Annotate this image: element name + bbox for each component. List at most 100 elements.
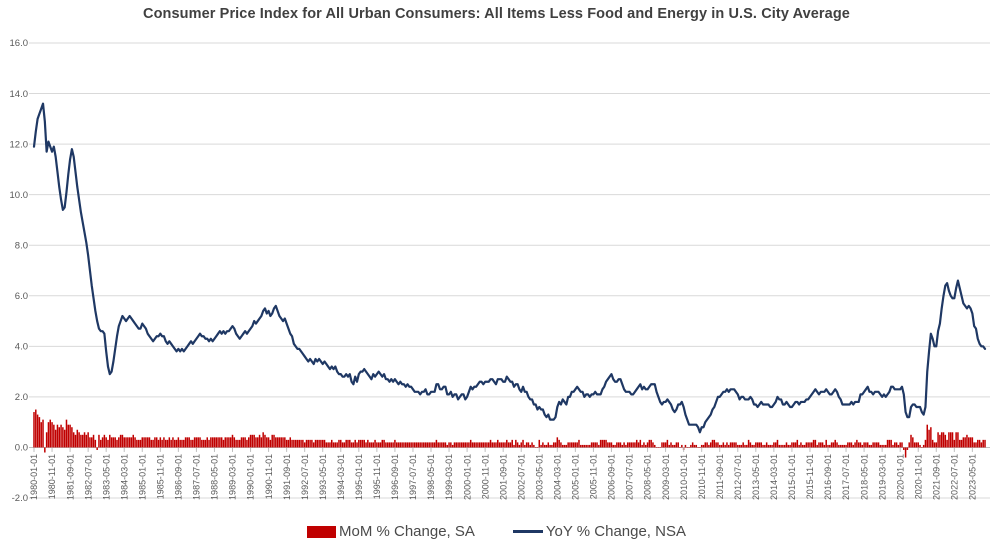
mom-bar <box>47 422 50 448</box>
x-tick-label: 2012-07-01 <box>733 454 743 500</box>
mom-bar <box>904 447 907 458</box>
mom-bar <box>390 442 393 448</box>
mom-bar <box>441 442 443 448</box>
mom-bar <box>468 442 470 448</box>
mom-bar <box>446 444 448 448</box>
mom-bar <box>820 442 822 448</box>
mom-bar <box>240 437 243 448</box>
mom-bar <box>516 442 519 448</box>
mom-bar <box>500 442 503 448</box>
x-tick-label: 2021-09-01 <box>932 454 942 500</box>
mom-bar <box>98 434 100 448</box>
mom-bar <box>708 444 710 448</box>
mom-bar <box>157 439 160 448</box>
mom-bar <box>109 434 111 448</box>
mom-bar <box>237 439 239 448</box>
mom-bar <box>632 442 634 448</box>
mom-bar <box>451 444 454 448</box>
mom-bar <box>603 439 605 448</box>
mom-bar <box>321 439 324 448</box>
y-tick-label: 2.0 <box>15 392 28 403</box>
mom-bar <box>816 444 818 448</box>
mom-bar <box>964 437 966 448</box>
mom-bar <box>74 434 77 448</box>
mom-bar <box>589 444 591 448</box>
mom-bar <box>424 442 427 448</box>
x-tick-label: 2002-07-01 <box>516 454 526 500</box>
mom-bar <box>96 447 98 450</box>
mom-bar <box>486 442 488 448</box>
mom-bar <box>226 437 228 448</box>
mom-bar <box>271 434 273 448</box>
mom-bar <box>547 442 550 448</box>
plot-area[interactable]: 16.014.012.010.08.06.04.02.00.0-2.0 1980-… <box>0 0 993 518</box>
mom-bar <box>778 444 781 448</box>
mom-bar <box>132 434 134 448</box>
yoy-line-series <box>32 102 987 434</box>
mom-bar <box>630 442 633 448</box>
mom-bar <box>969 437 972 448</box>
mom-bar <box>872 442 874 448</box>
x-tick-label: 1990-01-01 <box>246 454 256 500</box>
mom-bar <box>381 439 384 448</box>
mom-bar <box>202 439 205 448</box>
mom-bar <box>812 439 815 448</box>
mom-bar <box>924 439 927 448</box>
mom-bar <box>598 444 600 448</box>
mom-bar <box>478 442 481 448</box>
y-tick-label: 4.0 <box>15 342 28 353</box>
mom-bar <box>635 439 638 448</box>
mom-bar <box>213 437 216 448</box>
mom-bar <box>596 442 598 448</box>
x-tick-label: 2014-03-01 <box>769 454 779 500</box>
y-tick-label: 14.0 <box>10 89 29 100</box>
mom-bar <box>112 437 115 448</box>
mom-bar <box>401 442 403 448</box>
mom-bar <box>285 439 288 448</box>
legend-item-mom[interactable]: MoM % Change, SA <box>306 523 475 540</box>
mom-bar <box>572 442 575 448</box>
mom-bar <box>930 427 932 448</box>
mom-bar <box>76 429 79 448</box>
x-tick-label: 1991-09-01 <box>282 454 292 500</box>
mom-bar <box>455 442 458 448</box>
mom-bar <box>854 442 856 448</box>
mom-bar <box>704 442 707 448</box>
mom-bar <box>922 444 925 448</box>
mom-bar <box>255 437 257 448</box>
mom-bar <box>152 439 154 448</box>
mom-bar <box>576 442 578 448</box>
mom-bar <box>652 442 654 448</box>
mom-bar <box>260 437 263 448</box>
mom-bar <box>720 444 723 448</box>
x-tick-label: 1989-03-01 <box>228 454 238 500</box>
mom-bar <box>379 442 382 448</box>
mom-bar <box>464 442 467 448</box>
mom-bar <box>466 442 468 448</box>
mom-bar <box>798 444 800 448</box>
mom-bar <box>617 442 620 448</box>
mom-bar <box>971 437 974 448</box>
mom-bar <box>430 442 432 448</box>
mom-bar <box>984 439 986 448</box>
mom-bar <box>69 424 71 448</box>
mom-bar <box>412 442 414 448</box>
mom-bar <box>769 444 772 448</box>
mom-bar <box>477 442 479 448</box>
mom-bar <box>341 442 344 448</box>
mom-bar <box>372 442 375 448</box>
mom-bar <box>587 444 589 448</box>
mom-bar <box>83 432 86 448</box>
mom-bar <box>643 442 645 448</box>
mom-bar <box>787 444 790 448</box>
chart-title: Consumer Price Index for All Urban Consu… <box>143 6 850 22</box>
mom-bar <box>951 432 954 448</box>
legend-item-yoy[interactable]: YoY % Change, NSA <box>512 523 686 540</box>
mom-bar <box>386 442 389 448</box>
mom-bar <box>684 444 687 448</box>
x-tick-label: 2005-11-01 <box>589 454 599 499</box>
mom-bar <box>58 427 61 448</box>
mom-bar <box>343 442 346 448</box>
mom-bar <box>262 432 264 448</box>
mom-bar <box>358 439 360 448</box>
